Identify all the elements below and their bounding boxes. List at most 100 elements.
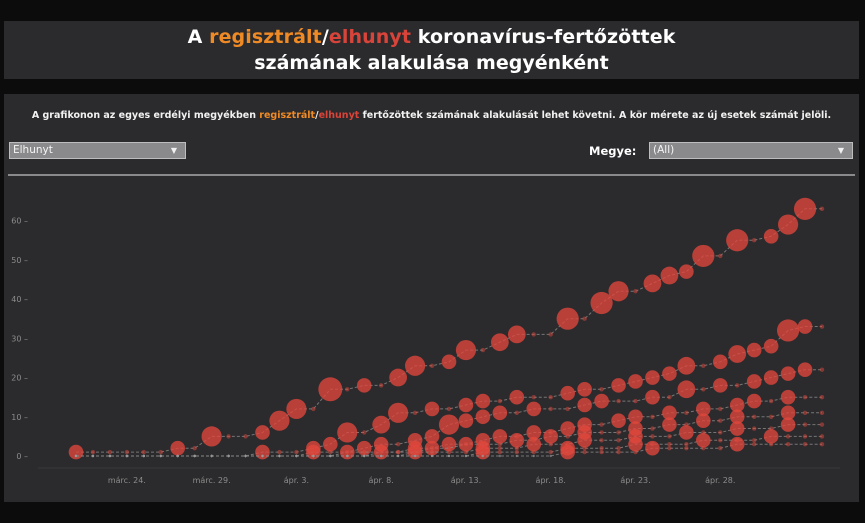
data-bubble: [509, 433, 525, 448]
data-bubble: [582, 316, 587, 321]
data-bubble: [599, 438, 604, 443]
data-bubble: [531, 332, 536, 337]
data-bubble: [819, 442, 825, 447]
data-bubble: [458, 397, 474, 413]
data-bubble: [763, 429, 779, 444]
bubble-line-chart: 0 – 10 – 20 – 30 – 40 – 50 – 60 – márc. 24. márc…: [11, 197, 840, 485]
data-point: [261, 454, 264, 458]
data-bubble: [633, 449, 638, 455]
county-select[interactable]: (All) ▼: [649, 142, 853, 159]
data-bubble: [497, 442, 503, 447]
data-bubble: [751, 238, 757, 243]
dropdown-arrow-icon: ▼: [170, 146, 177, 155]
x-tick-label: márc. 29.: [193, 476, 231, 485]
data-bubble: [107, 449, 113, 455]
data-bubble: [548, 406, 553, 412]
data-bubble: [158, 449, 163, 455]
data-bubble: [560, 385, 575, 401]
data-point: [363, 454, 366, 458]
data-bubble: [763, 229, 779, 244]
data-bubble: [608, 281, 629, 302]
data-bubble: [590, 291, 613, 315]
x-tick-label: ápr. 28.: [705, 476, 735, 485]
data-bubble: [819, 206, 825, 212]
data-point: [91, 454, 95, 458]
data-point: [549, 454, 552, 458]
data-bubble: [780, 366, 796, 381]
data-bubble: [667, 394, 672, 400]
data-bubble: [226, 434, 231, 439]
measure-select-value: Elhunyt: [13, 144, 53, 156]
data-bubble: [514, 445, 520, 451]
data-point: [193, 454, 196, 458]
data-bubble: [662, 417, 677, 432]
data-bubble: [497, 445, 503, 451]
data-point: [515, 454, 519, 458]
data-bubble: [684, 442, 689, 447]
data-bubble: [616, 430, 621, 435]
data-bubble: [793, 197, 817, 220]
data-bubble: [318, 377, 343, 402]
data-bubble: [696, 401, 711, 417]
data-bubble: [124, 449, 130, 455]
data-bubble: [446, 445, 452, 451]
data-bubble: [819, 324, 825, 329]
data-bubble: [785, 434, 791, 439]
data-bubble: [526, 401, 542, 417]
data-bubble: [780, 389, 796, 405]
data-bubble: [548, 442, 553, 447]
data-bubble: [395, 442, 401, 447]
series-line: [76, 369, 822, 457]
data-bubble: [556, 307, 579, 330]
data-bubble: [667, 434, 672, 439]
data-bubble: [802, 422, 808, 427]
data-point: [481, 454, 485, 458]
data-bubble: [599, 422, 604, 427]
data-bubble: [446, 449, 452, 455]
title-deceased: elhunyt: [328, 26, 412, 48]
data-bubble: [802, 442, 808, 447]
data-bubble: [543, 429, 559, 444]
page-title-line-2: számának alakulása megyénként: [254, 52, 609, 74]
data-bubble: [611, 378, 626, 393]
data-bubble: [616, 445, 621, 451]
data-bubble: [594, 393, 609, 409]
data-bubble: [170, 440, 186, 456]
data-bubble: [718, 430, 723, 435]
data-bubble: [323, 436, 338, 452]
dropdown-arrow-icon: ▼: [837, 146, 844, 155]
desc-deceased: elhunyt: [318, 110, 360, 121]
data-bubble: [768, 398, 774, 404]
data-point: [244, 454, 247, 458]
data-bubble: [718, 438, 723, 443]
data-bubble: [650, 414, 655, 419]
data-bubble: [616, 438, 621, 443]
data-bubble: [780, 405, 796, 421]
x-tick-label: ápr. 13.: [451, 476, 481, 485]
data-bubble: [514, 410, 520, 416]
data-bubble: [616, 449, 621, 455]
data-bubble: [819, 367, 825, 372]
chart-panel: A grafikonon az egyes erdélyi megyékben …: [4, 94, 859, 502]
data-bubble: [294, 449, 299, 455]
data-bubble: [802, 434, 808, 439]
data-bubble: [768, 442, 774, 447]
data-bubble: [819, 410, 825, 416]
x-tick-label: ápr. 23.: [620, 476, 650, 485]
data-bubble: [141, 449, 147, 455]
measure-select[interactable]: Elhunyt ▼: [9, 142, 186, 159]
data-bubble: [718, 406, 723, 412]
data-bubble: [701, 445, 706, 451]
data-bubble: [718, 253, 723, 259]
data-bubble: [667, 442, 672, 447]
data-bubble: [565, 406, 570, 412]
data-bubble: [531, 394, 536, 400]
desc-before: A grafikonon az egyes erdélyi megyékben: [31, 110, 260, 121]
data-bubble: [679, 425, 694, 440]
data-bubble: [684, 445, 689, 451]
data-bubble: [763, 370, 779, 385]
data-bubble: [492, 429, 508, 444]
data-bubble: [628, 374, 643, 389]
data-point: [346, 454, 349, 458]
data-bubble: [696, 433, 711, 448]
